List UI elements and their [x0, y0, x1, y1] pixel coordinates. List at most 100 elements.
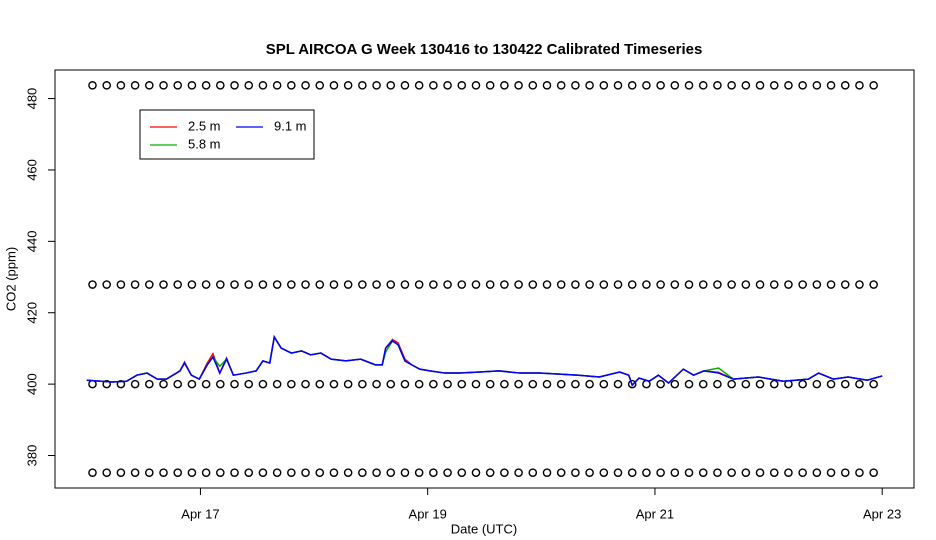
- calibration-point: [613, 468, 623, 477]
- calibration-point: [315, 280, 325, 289]
- calibration-point: [201, 81, 211, 90]
- calibration-point: [173, 280, 183, 289]
- calibration-point: [145, 81, 154, 90]
- y-tick-label: 400: [24, 373, 39, 395]
- calibration-point: [500, 81, 509, 90]
- calibration-point: [840, 81, 850, 90]
- calibration-point: [159, 280, 168, 289]
- calibration-point: [613, 81, 623, 90]
- calibration-point: [642, 280, 651, 289]
- calibration-point: [727, 379, 736, 389]
- calibration-point: [244, 81, 254, 90]
- calibration-point: [329, 81, 339, 90]
- calibration-point: [571, 379, 580, 389]
- calibration-point: [869, 81, 878, 90]
- calibration-point: [826, 379, 836, 389]
- series-line: [86, 334, 883, 387]
- calibration-point: [798, 81, 807, 90]
- calibration-point: [287, 81, 296, 90]
- calibration-point: [840, 468, 850, 477]
- calibration-point: [301, 468, 310, 477]
- calibration-point: [741, 379, 751, 389]
- calibration-point: [684, 468, 694, 477]
- x-tick-label: Apr 23: [863, 506, 901, 521]
- calibration-point: [187, 81, 197, 90]
- calibration-point: [727, 468, 736, 477]
- calibration-point: [315, 468, 325, 477]
- calibration-point: [727, 81, 736, 90]
- calibration-point: [258, 81, 268, 90]
- calibration-point: [571, 280, 580, 289]
- calibration-point: [812, 280, 822, 289]
- calibration-point: [187, 468, 197, 477]
- calibration-point: [329, 280, 339, 289]
- calibration-point: [869, 379, 878, 389]
- calibration-point: [329, 379, 339, 389]
- calibration-point: [400, 468, 410, 477]
- calibration-point: [358, 280, 367, 289]
- calibration-point: [642, 468, 651, 477]
- x-axis-label: Date (UTC): [451, 521, 517, 536]
- calibration-point: [599, 81, 609, 90]
- calibration-point: [656, 81, 665, 90]
- calibration-point: [443, 379, 452, 389]
- calibration-point: [812, 379, 822, 389]
- calibration-point: [414, 280, 424, 289]
- calibration-point: [840, 379, 850, 389]
- calibration-point: [698, 81, 708, 90]
- calibration-point: [741, 81, 751, 90]
- calibration-point: [855, 81, 864, 90]
- calibration-point: [571, 468, 580, 477]
- calibration-point: [613, 379, 623, 389]
- calibration-point: [386, 379, 396, 389]
- calibration-point: [429, 379, 438, 389]
- calibration-point: [244, 280, 254, 289]
- calibration-point: [102, 81, 111, 90]
- calibration-point: [855, 379, 864, 389]
- calibration-point: [485, 280, 495, 289]
- calibration-point: [769, 81, 779, 90]
- calibration-point: [755, 468, 765, 477]
- calibration-point: [571, 81, 580, 90]
- calibration-point: [372, 280, 381, 289]
- calibration-point: [216, 280, 225, 289]
- calibration-point: [514, 280, 523, 289]
- plot-frame: [54, 69, 915, 489]
- calibration-point: [358, 379, 367, 389]
- calibration-point: [769, 468, 779, 477]
- calibration-point: [528, 379, 538, 389]
- calibration-point: [201, 468, 211, 477]
- calibration-point: [613, 280, 623, 289]
- calibration-point: [713, 81, 722, 90]
- calibration-point: [585, 468, 594, 477]
- calibration-point: [656, 280, 665, 289]
- calibration-point: [542, 379, 552, 389]
- calibration-point: [798, 379, 807, 389]
- calibration-point: [343, 379, 353, 389]
- calibration-point: [656, 468, 665, 477]
- calibration-point: [627, 379, 637, 389]
- calibration-point: [514, 379, 523, 389]
- calibration-point: [301, 280, 310, 289]
- calibration-point: [698, 468, 708, 477]
- calibration-point: [372, 468, 381, 477]
- calibration-point: [145, 468, 154, 477]
- calibration-point: [116, 280, 126, 289]
- calibration-point: [812, 81, 822, 90]
- y-tick-label: 460: [24, 159, 39, 181]
- calibration-point: [556, 81, 566, 90]
- calibration-point: [869, 280, 878, 289]
- calibration-point: [386, 280, 396, 289]
- calibration-point: [684, 280, 694, 289]
- calibration-point: [343, 468, 353, 477]
- calibration-point: [400, 81, 410, 90]
- calibration-point: [627, 468, 637, 477]
- calibration-point: [471, 379, 481, 389]
- calibration-point: [386, 81, 396, 90]
- calibration-point: [258, 280, 268, 289]
- calibration-point: [301, 379, 310, 389]
- calibration-point: [855, 280, 864, 289]
- calibration-point: [670, 379, 680, 389]
- calibration-point: [88, 379, 97, 389]
